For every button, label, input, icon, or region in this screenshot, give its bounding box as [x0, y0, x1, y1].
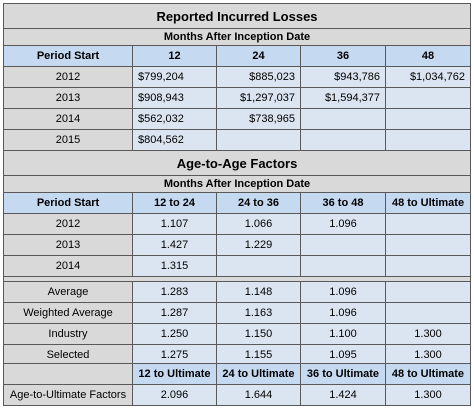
loss-cell [385, 108, 471, 130]
factor-cell [300, 255, 386, 277]
loss-cell [300, 129, 386, 151]
factor-cell: 1.427 [132, 234, 217, 256]
factor-cell: 1.155 [216, 344, 301, 366]
loss-cell: $738,965 [216, 108, 301, 130]
losses-title: Reported Incurred Losses [3, 3, 471, 29]
reported-losses-table: Reported Incurred Losses Months After In… [3, 3, 471, 151]
age-to-ultimate-table: 12 to Ultimate 24 to Ultimate 36 to Ulti… [3, 363, 471, 406]
period-cell: 2015 [3, 129, 133, 151]
losses-subtitle: Months After Inception Date [3, 28, 471, 46]
ultimate-cell: 2.096 [132, 384, 217, 406]
factors-row: 2013 1.427 1.229 [3, 234, 472, 256]
factors-col-header: 48 to Ultimate [384, 192, 472, 214]
factor-cell: 1.107 [132, 213, 217, 235]
loss-cell: $1,297,037 [216, 87, 301, 109]
losses-row: 2012 $799,204 $885,023 $943,786 $1,034,7… [3, 66, 471, 88]
summary-row: Industry 1.250 1.150 1.100 1.300 [3, 323, 472, 345]
factor-cell: 1.315 [132, 255, 217, 277]
age-to-ultimate-table-block: 12 to Ultimate 24 to Ultimate 36 to Ulti… [3, 363, 471, 406]
loss-cell: $943,786 [300, 66, 386, 88]
factor-cell [384, 234, 472, 256]
ultimate-cell: 1.300 [385, 384, 471, 406]
losses-col-header: 12 [132, 45, 217, 67]
factor-cell: 1.066 [216, 213, 301, 235]
age-to-age-table-block: Age-to-Age Factors Months After Inceptio… [2, 150, 472, 366]
loss-cell: $1,034,762 [385, 66, 471, 88]
factor-cell: 1.150 [216, 323, 301, 345]
losses-row: 2014 $562,032 $738,965 [3, 108, 471, 130]
factors-row: 2012 1.107 1.066 1.096 [3, 213, 472, 235]
factor-cell: 1.229 [216, 234, 301, 256]
factors-col-header: 24 to 36 [216, 192, 301, 214]
factor-cell: 1.096 [300, 213, 386, 235]
ultimate-col-header: 36 to Ultimate [300, 363, 386, 385]
ultimate-row: Age-to-Ultimate Factors 2.096 1.644 1.42… [3, 384, 471, 406]
ultimate-corner-cell [3, 363, 133, 385]
factor-cell: 1.283 [132, 281, 217, 303]
factors-title: Age-to-Age Factors [2, 150, 472, 176]
factor-cell [384, 281, 472, 303]
ultimate-label: Age-to-Ultimate Factors [3, 384, 133, 406]
factor-cell: 1.096 [300, 281, 386, 303]
factor-cell [384, 255, 472, 277]
factor-cell [300, 234, 386, 256]
factor-cell [216, 255, 301, 277]
losses-row: 2015 $804,562 [3, 129, 471, 151]
ultimate-cell: 1.644 [216, 384, 301, 406]
factor-cell: 1.148 [216, 281, 301, 303]
loss-cell [385, 87, 471, 109]
losses-col-header: 48 [385, 45, 471, 67]
loss-cell [216, 129, 301, 151]
summary-row: Selected 1.275 1.155 1.095 1.300 [3, 344, 472, 366]
factors-col-header: 12 to 24 [132, 192, 217, 214]
period-cell: 2014 [3, 108, 133, 130]
ultimate-col-header: 12 to Ultimate [132, 363, 217, 385]
losses-col-header: 24 [216, 45, 301, 67]
ultimate-col-header: 24 to Ultimate [216, 363, 301, 385]
summary-label: Average [3, 281, 133, 303]
loss-cell: $804,562 [132, 129, 217, 151]
period-cell: 2014 [3, 255, 133, 277]
losses-row: 2013 $908,943 $1,297,037 $1,594,377 [3, 87, 471, 109]
loss-cell [300, 108, 386, 130]
factor-cell: 1.163 [216, 302, 301, 324]
factor-cell [384, 302, 472, 324]
reported-losses-table-block: Reported Incurred Losses Months After In… [3, 3, 471, 151]
period-cell: 2013 [3, 234, 133, 256]
factor-cell: 1.275 [132, 344, 217, 366]
period-cell: 2012 [3, 213, 133, 235]
factors-row: 2014 1.315 [3, 255, 472, 277]
ultimate-cell: 1.424 [300, 384, 386, 406]
loss-cell: $885,023 [216, 66, 301, 88]
period-cell: 2012 [3, 66, 133, 88]
summary-row: Weighted Average 1.287 1.163 1.096 [3, 302, 472, 324]
factor-cell: 1.096 [300, 302, 386, 324]
factor-cell: 1.250 [132, 323, 217, 345]
factors-subtitle: Months After Inception Date [2, 175, 472, 193]
factor-cell: 1.287 [132, 302, 217, 324]
loss-cell: $562,032 [132, 108, 217, 130]
factor-cell: 1.300 [384, 323, 472, 345]
factors-col-header: 36 to 48 [300, 192, 386, 214]
loss-cell: $1,594,377 [300, 87, 386, 109]
losses-period-header: Period Start [3, 45, 133, 67]
ultimate-col-header: 48 to Ultimate [385, 363, 471, 385]
factor-cell: 1.100 [300, 323, 386, 345]
summary-label: Industry [3, 323, 133, 345]
summary-label: Weighted Average [3, 302, 133, 324]
factors-period-header: Period Start [3, 192, 133, 214]
loss-cell: $799,204 [132, 66, 217, 88]
factor-cell [384, 213, 472, 235]
factor-cell: 1.095 [300, 344, 386, 366]
losses-col-header: 36 [300, 45, 386, 67]
loss-cell [385, 129, 471, 151]
summary-row: Average 1.283 1.148 1.096 [3, 281, 472, 303]
period-cell: 2013 [3, 87, 133, 109]
age-to-age-table: Age-to-Age Factors Months After Inceptio… [2, 150, 472, 366]
loss-cell: $908,943 [132, 87, 217, 109]
factor-cell: 1.300 [384, 344, 472, 366]
